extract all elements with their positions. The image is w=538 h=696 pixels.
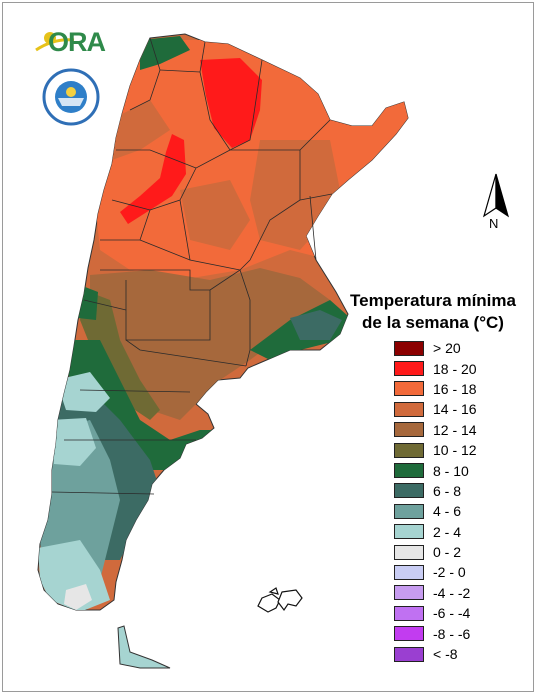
legend-label: 2 - 4 [433, 523, 462, 540]
legend-item: 6 - 8 [394, 481, 477, 501]
legend-label: -2 - 0 [433, 564, 466, 581]
smn-logo-icon [42, 68, 100, 126]
legend-item: -6 - -4 [394, 603, 477, 623]
legend-item: > 20 [394, 338, 477, 358]
zone-14-16-center [180, 180, 250, 250]
legend-label: -6 - -4 [433, 605, 471, 622]
legend-swatch [394, 544, 424, 560]
legend-item: 4 - 6 [394, 501, 477, 521]
zone-0-2 [64, 584, 92, 610]
legend-swatch [394, 401, 424, 417]
legend-swatch [394, 463, 424, 479]
legend-title: Temperatura mínima de la semana (°C) [330, 290, 536, 334]
zone-14-16-west [110, 100, 170, 160]
ora-logo-icon [35, 32, 75, 52]
legend-item: -8 - -6 [394, 623, 477, 643]
legend-item: 12 - 14 [394, 420, 477, 440]
legend-swatch [394, 340, 424, 356]
legend-item: -4 - -2 [394, 583, 477, 603]
legend-swatch [394, 585, 424, 601]
legend-item: 14 - 16 [394, 399, 477, 419]
zone-12-14 [90, 268, 330, 420]
legend-label: 10 - 12 [433, 442, 477, 459]
legend-label: -8 - -6 [433, 625, 471, 642]
zone-2-4-west [50, 418, 96, 466]
tierra-del-fuego [117, 625, 171, 669]
legend-swatch [394, 483, 424, 499]
legend-label: -4 - -2 [433, 584, 471, 601]
legend-swatch [394, 605, 424, 621]
north-label: N [489, 216, 499, 231]
legend-swatch [394, 442, 424, 458]
zone-6-8-east [290, 310, 342, 340]
province-boundaries [51, 37, 333, 495]
north-arrow-icon [482, 173, 510, 218]
legend-item: 10 - 12 [394, 440, 477, 460]
ora-logo-text: ORA [48, 27, 106, 57]
legend-label: > 20 [433, 340, 461, 357]
zone-18-20-north [200, 58, 262, 148]
zone-18-20-west [120, 134, 186, 224]
legend-label: 14 - 16 [433, 401, 477, 418]
zone-10-12 [80, 290, 160, 420]
zone-8-10-north [140, 36, 190, 70]
legend-swatch [394, 361, 424, 377]
legend-swatch [394, 381, 424, 397]
legend-label: 4 - 6 [433, 503, 462, 520]
legend: > 20 18 - 20 16 - 18 14 - 16 12 - 14 10 - 12 8… [394, 338, 477, 664]
legend-label: < -8 [433, 646, 458, 663]
legend-label: 18 - 20 [433, 360, 477, 377]
malvinas-islands [257, 587, 303, 613]
legend-swatch [394, 422, 424, 438]
legend-title-line2: de la semana (°C) [362, 313, 504, 332]
legend-item: 8 - 10 [394, 460, 477, 480]
legend-swatch [394, 626, 424, 642]
legend-label: 0 - 2 [433, 544, 462, 561]
legend-item: 2 - 4 [394, 522, 477, 542]
legend-item: 0 - 2 [394, 542, 477, 562]
legend-label: 8 - 10 [433, 462, 469, 479]
legend-item: 18 - 20 [394, 358, 477, 378]
legend-label: 16 - 18 [433, 380, 477, 397]
zone-2-4-north [56, 372, 110, 412]
legend-label: 12 - 14 [433, 421, 477, 438]
legend-title-line1: Temperatura mínima [350, 291, 516, 310]
legend-swatch [394, 503, 424, 519]
legend-item: 16 - 18 [394, 379, 477, 399]
legend-item: < -8 [394, 644, 477, 664]
legend-swatch [394, 524, 424, 540]
legend-swatch [394, 646, 424, 662]
zone-2-4-south [38, 540, 110, 610]
legend-swatch [394, 564, 424, 580]
legend-item: -2 - 0 [394, 562, 477, 582]
legend-label: 6 - 8 [433, 482, 462, 499]
zone-8-10-west [64, 340, 214, 470]
